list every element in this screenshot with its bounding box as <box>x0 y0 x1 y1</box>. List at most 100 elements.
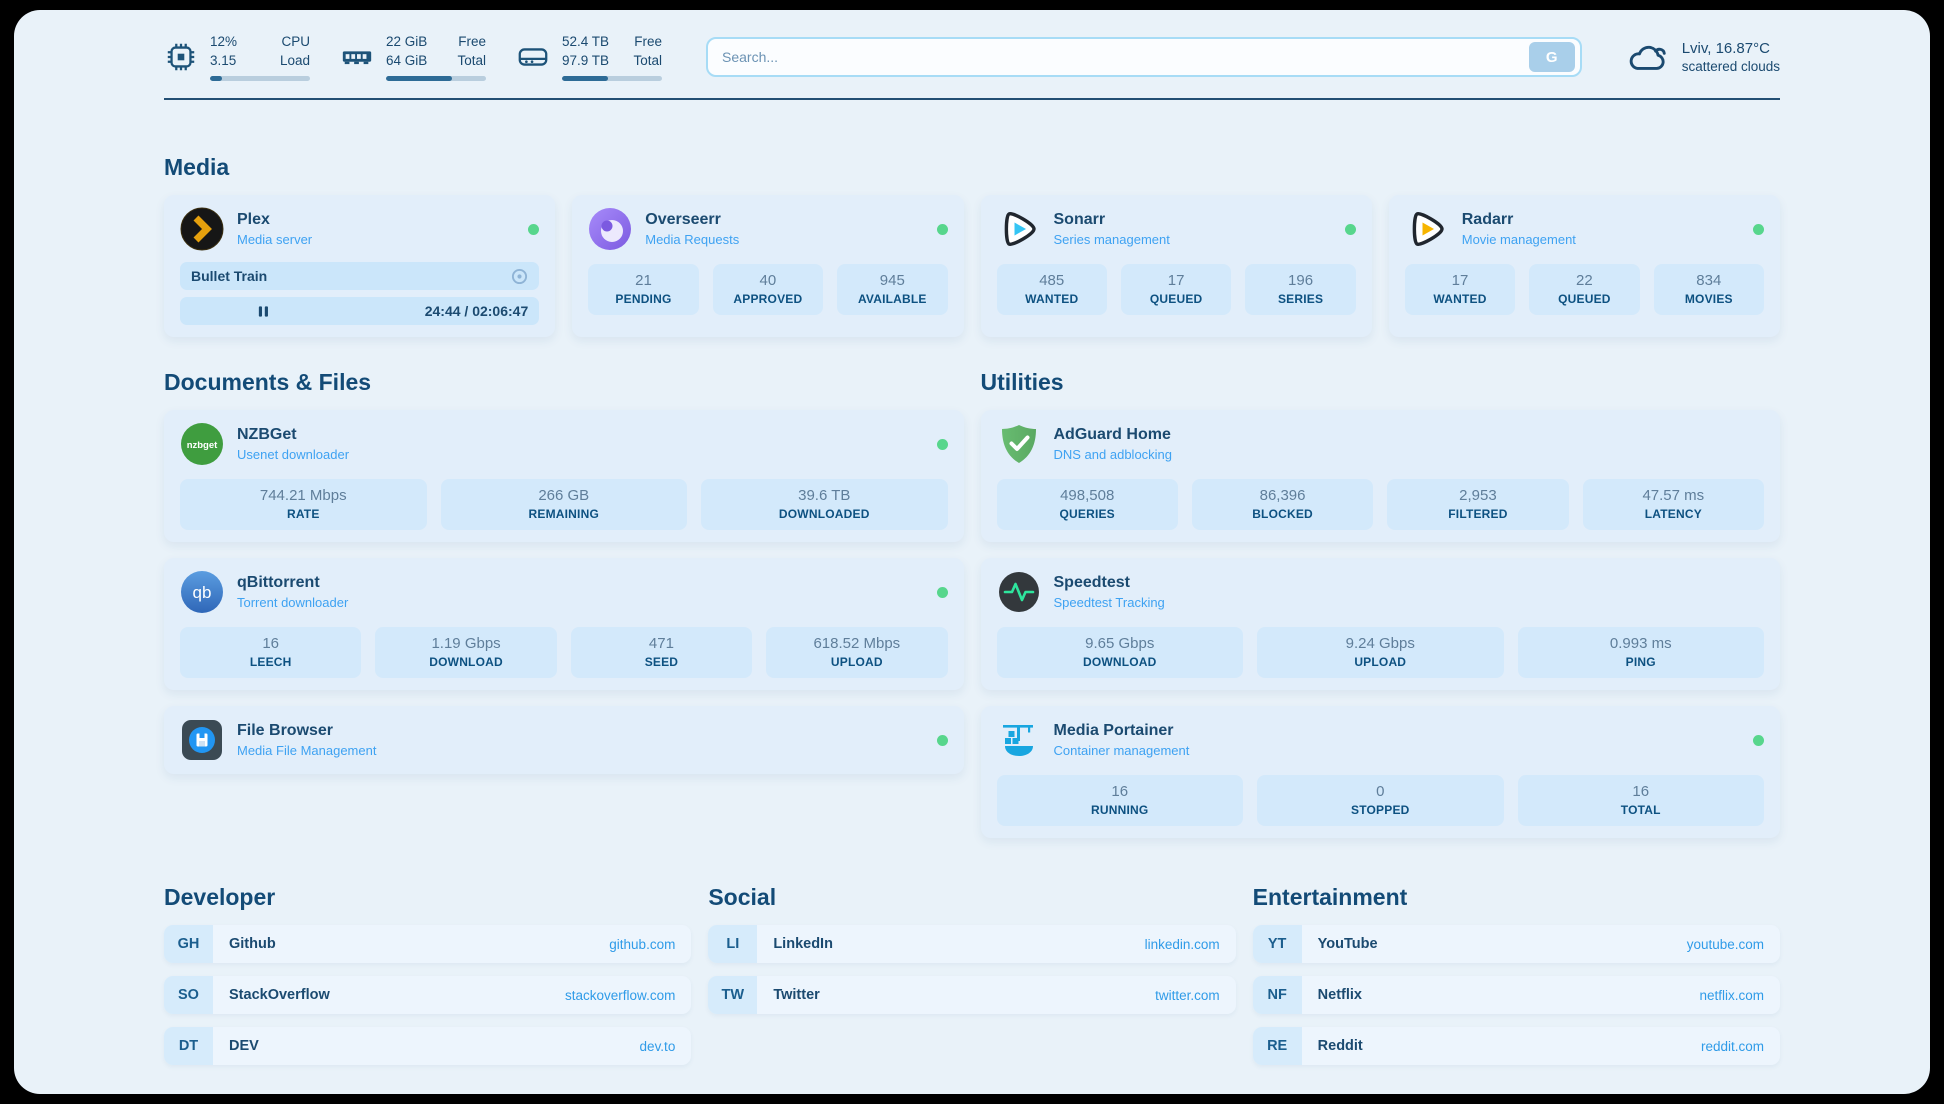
stat-tile: 9.65 Gbps DOWNLOAD <box>996 627 1243 678</box>
cpu-label-1: CPU <box>281 34 310 50</box>
link-badge: GH <box>164 925 213 963</box>
stat-tile: 39.6 TB DOWNLOADED <box>701 479 948 530</box>
link-dev[interactable]: DT DEV dev.to <box>164 1027 692 1065</box>
now-playing-title: Bullet Train <box>191 268 268 284</box>
stat-tile: 471 SEED <box>570 627 753 678</box>
card-nzbget[interactable]: nzbget NZBGet Usenet downloader 744.21 M… <box>164 410 964 542</box>
link-badge: NF <box>1252 976 1302 1014</box>
plex-now-playing: Bullet Train 24 <box>180 262 540 325</box>
card-filebrowser[interactable]: File Browser Media File Management <box>164 706 964 774</box>
radarr-status-dot <box>1753 223 1764 235</box>
now-playing-title-bar: Bullet Train <box>180 262 540 290</box>
adguard-icon <box>1001 425 1036 463</box>
plex-desc: Media server <box>237 232 313 247</box>
playback-progress-bar: 24:44 / 02:06:47 <box>180 297 540 325</box>
developer-section-title: Developer <box>164 884 276 910</box>
section-utilities: Utilities AdGuard Home DNS <box>980 369 1780 838</box>
cpu-usage-value: 12% <box>210 34 238 50</box>
ram-stat: 22 GiB 64 GiB Free Total <box>340 33 486 81</box>
system-stats: 12% 3.15 CPU Load <box>164 33 662 81</box>
stat-tile: 618.52 Mbps UPLOAD <box>766 627 948 678</box>
overseerr-title: Overseerr <box>645 211 721 228</box>
stat-tile: 9.24 Gbps UPLOAD <box>1257 627 1504 678</box>
card-sonarr[interactable]: Sonarr Series management 485 WANTED 17 QUE… <box>980 195 1372 337</box>
link-netflix[interactable]: NF Netflix netflix.com <box>1252 976 1780 1014</box>
card-overseerr[interactable]: Overseerr Media Requests 21 PENDING 40 APP… <box>572 195 964 337</box>
link-badge: RE <box>1252 1027 1302 1065</box>
link-badge: YT <box>1252 925 1302 963</box>
sonarr-icon <box>1004 212 1036 246</box>
section-documents: Documents & Files nzbget NZBGet Usenet d… <box>164 369 964 838</box>
cpu-label-2: Load <box>279 53 310 68</box>
ram-free-value: 22 GiB <box>386 34 428 50</box>
card-adguard[interactable]: AdGuard Home DNS and adblocking 498,508 Q… <box>980 410 1780 542</box>
utilities-section-title: Utilities <box>980 369 1064 395</box>
link-stackoverflow[interactable]: SO StackOverflow stackoverflow.com <box>164 976 692 1014</box>
svg-text:nzbget: nzbget <box>187 440 218 451</box>
link-github[interactable]: GH Github github.com <box>164 925 692 963</box>
stat-tile: 744.21 Mbps RATE <box>180 479 427 530</box>
overseerr-status-dot <box>936 223 948 235</box>
filebrowser-desc: Media File Management <box>237 743 377 758</box>
card-speedtest[interactable]: Speedtest Speedtest Tracking 9.65 Gbps DO… <box>980 558 1780 690</box>
link-youtube[interactable]: YT YouTube youtube.com <box>1252 925 1780 963</box>
ram-icon <box>342 51 372 65</box>
stat-tile: 17 QUEUED <box>1120 264 1232 315</box>
link-badge: DT <box>164 1027 213 1065</box>
top-bar: 12% 3.15 CPU Load <box>164 32 1780 82</box>
weather-condition: scattered clouds <box>1681 59 1780 74</box>
link-reddit[interactable]: RE Reddit reddit.com <box>1252 1027 1780 1065</box>
plex-status-dot <box>528 223 540 235</box>
media-section-title: Media <box>164 154 230 180</box>
radarr-title: Radarr <box>1461 211 1514 228</box>
portainer-status-dot <box>1753 734 1764 746</box>
svg-text:qb: qb <box>193 583 212 602</box>
stat-tile: 834 MOVIES <box>1653 264 1765 315</box>
card-radarr[interactable]: Radarr Movie management 17 WANTED 22 QUEUE… <box>1388 195 1780 337</box>
stat-tile: 21 PENDING <box>588 264 699 315</box>
stat-tile: 47.57 ms LATENCY <box>1582 479 1764 530</box>
card-plex[interactable]: Plex Media server Bullet Train <box>164 195 556 337</box>
stat-tile: 16 LEECH <box>180 627 362 678</box>
stat-tile: 22 QUEUED <box>1529 264 1640 315</box>
qbittorrent-icon: qb <box>181 571 223 613</box>
cloud-icon <box>1629 45 1666 70</box>
weather-widget: Lviv, 16.87°C scattered clouds <box>1626 37 1780 77</box>
stat-tile: 40 APPROVED <box>712 264 824 315</box>
search-engine-button[interactable]: G <box>1528 42 1575 72</box>
cpu-icon <box>167 43 195 71</box>
portainer-title: Media Portainer <box>1053 722 1174 739</box>
filebrowser-title: File Browser <box>237 722 334 739</box>
qbittorrent-title: qBittorrent <box>237 574 320 591</box>
search-bar: G <box>706 37 1582 77</box>
section-social: Social LI LinkedIn linkedin.com TW Twitt… <box>708 884 1236 1065</box>
speedtest-icon <box>998 572 1039 612</box>
stat-tile: 16 RUNNING <box>996 775 1243 826</box>
card-portainer[interactable]: Media Portainer Container management 16 R… <box>980 706 1780 838</box>
stat-tile: 86,396 BLOCKED <box>1191 479 1374 530</box>
adguard-desc: DNS and adblocking <box>1053 447 1173 462</box>
link-twitter[interactable]: TW Twitter twitter.com <box>708 976 1236 1014</box>
ram-total-value: 64 GiB <box>386 53 428 68</box>
stat-tile: 485 WANTED <box>996 264 1107 315</box>
stat-tile: 498,508 QUERIES <box>996 479 1178 530</box>
nzbget-icon: nzbget <box>181 423 223 465</box>
stat-tile: 2,953 FILTERED <box>1387 479 1569 530</box>
sonarr-status-dot <box>1344 223 1356 235</box>
ram-progress-bar <box>386 75 486 81</box>
portainer-icon <box>1002 725 1033 756</box>
playback-time: 24:44 / 02:06:47 <box>424 303 529 319</box>
disk-label-1: Free <box>634 34 662 50</box>
overseerr-desc: Media Requests <box>645 232 740 247</box>
ram-label-2: Total <box>457 53 486 68</box>
link-linkedin[interactable]: LI LinkedIn linkedin.com <box>708 925 1236 963</box>
search-input[interactable] <box>722 49 1529 65</box>
card-qbittorrent[interactable]: qb qBittorrent Torrent downloader 16 LEEC… <box>164 558 964 690</box>
plex-title: Plex <box>237 211 270 228</box>
pause-button[interactable] <box>257 305 270 318</box>
radarr-icon <box>1412 212 1444 246</box>
nzbget-status-dot <box>936 438 948 450</box>
sonarr-desc: Series management <box>1053 232 1170 247</box>
stat-tile: 945 AVAILABLE <box>837 264 948 315</box>
speedtest-desc: Speedtest Tracking <box>1053 595 1165 610</box>
